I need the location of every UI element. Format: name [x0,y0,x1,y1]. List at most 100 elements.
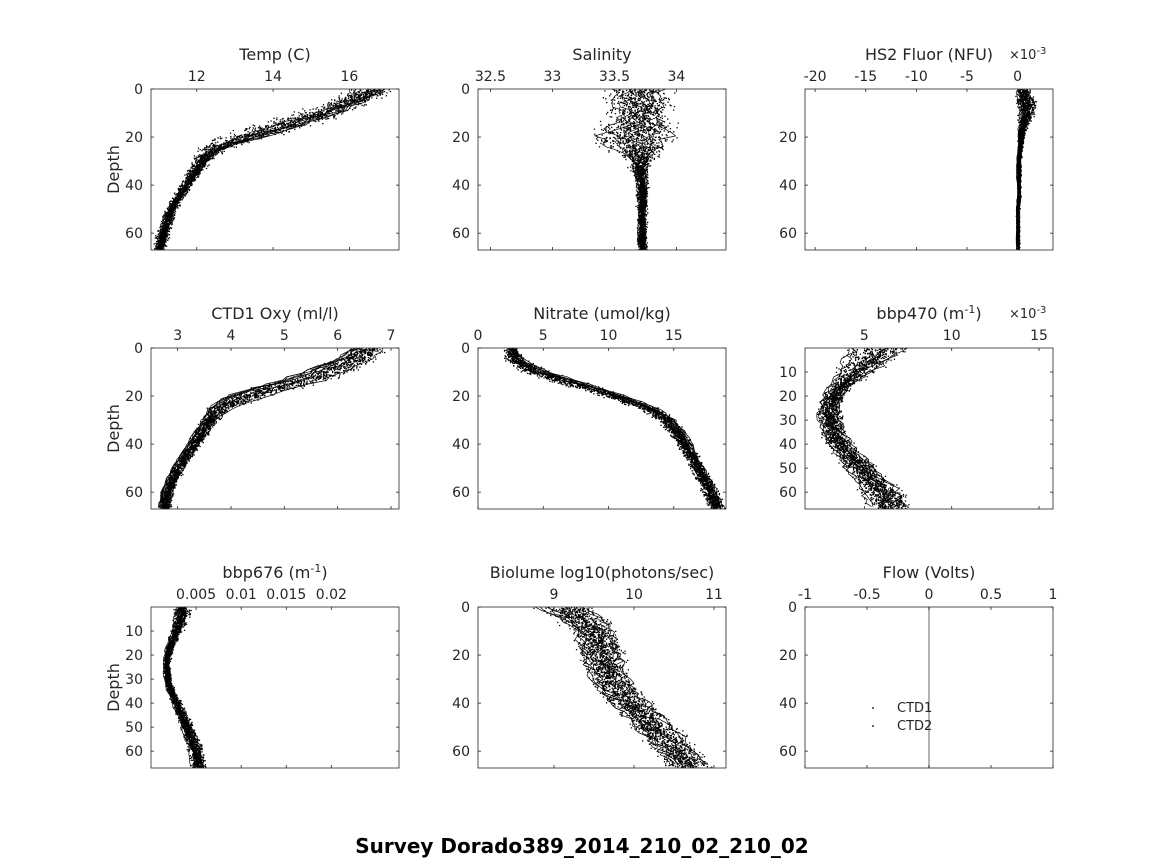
data-point [279,121,281,123]
data-point [298,119,300,122]
data-point [370,94,373,96]
data-point [327,103,329,105]
data-point [314,115,316,117]
data-point [646,193,649,195]
data-point [322,123,324,125]
data-point [363,100,366,102]
data-point [195,169,197,171]
data-point [646,98,649,101]
data-point [194,179,197,181]
data-point [641,156,643,158]
data-point [646,223,648,225]
data-point [644,117,646,119]
data-point [223,142,225,144]
data-point [321,113,324,115]
data-point [211,158,213,160]
data-point [346,102,348,104]
data-point [379,89,381,91]
data-point [637,194,639,196]
data-point [623,137,625,139]
data-point [154,247,156,250]
data-point [665,134,667,136]
data-point [360,99,362,101]
data-point [369,89,371,91]
data-point [637,178,639,180]
data-point [641,248,643,250]
data-point [321,115,323,118]
data-point [160,230,162,232]
data-point [641,96,643,98]
data-point [647,143,649,145]
data-point [645,117,647,119]
data-point [165,219,167,221]
data-point [167,238,169,240]
data-point [316,111,318,113]
data-point [642,183,644,185]
data-point [158,247,161,250]
data-point [184,190,186,192]
data-point [162,215,164,218]
data-point [303,121,305,123]
data-point [639,193,641,196]
data-point [181,195,183,197]
data-point [232,139,234,141]
data-point [646,179,649,182]
data-point [184,195,186,197]
data-point [639,120,641,122]
y-tick-label: 40 [125,178,143,194]
data-point [628,153,630,156]
data-point [639,166,641,168]
data-point [639,226,642,228]
data-point [624,108,626,110]
data-point [647,105,650,107]
data-point [170,203,173,205]
data-point [220,145,222,148]
data-point [645,199,648,201]
data-point [654,144,656,146]
data-point [640,162,642,164]
data-point [312,108,314,110]
data-point [163,215,166,217]
data-point [247,131,249,133]
data-point [265,126,267,128]
data-point [235,143,238,146]
data-point [612,142,615,145]
data-point [660,106,663,108]
data-point [372,93,374,95]
data-point [645,190,647,192]
data-point [618,101,620,103]
data-point [638,134,640,136]
data-point [642,114,644,116]
data-point [634,180,637,182]
data-point [188,169,191,172]
data-point [189,171,191,173]
data-point [645,161,647,163]
data-point [364,97,366,99]
data-point [638,188,640,190]
data-point [645,231,647,233]
data-point [197,161,199,163]
data-point [189,169,191,171]
data-point [662,145,664,147]
data-point [339,103,341,105]
data-point [162,242,164,245]
data-point [329,107,331,109]
data-point [227,143,230,146]
data-point [641,144,643,146]
data-point [637,130,639,132]
data-point [174,200,176,202]
data-point [162,218,164,220]
data-point [648,165,650,167]
data-point [640,184,642,186]
data-point [214,145,216,147]
data-point [168,227,170,229]
data-point [260,138,262,140]
data-point [610,93,612,95]
data-point [329,105,331,107]
data-point [647,131,650,133]
data-point [191,184,193,186]
data-point [351,98,353,100]
data-point [631,164,633,166]
data-point [234,135,236,137]
